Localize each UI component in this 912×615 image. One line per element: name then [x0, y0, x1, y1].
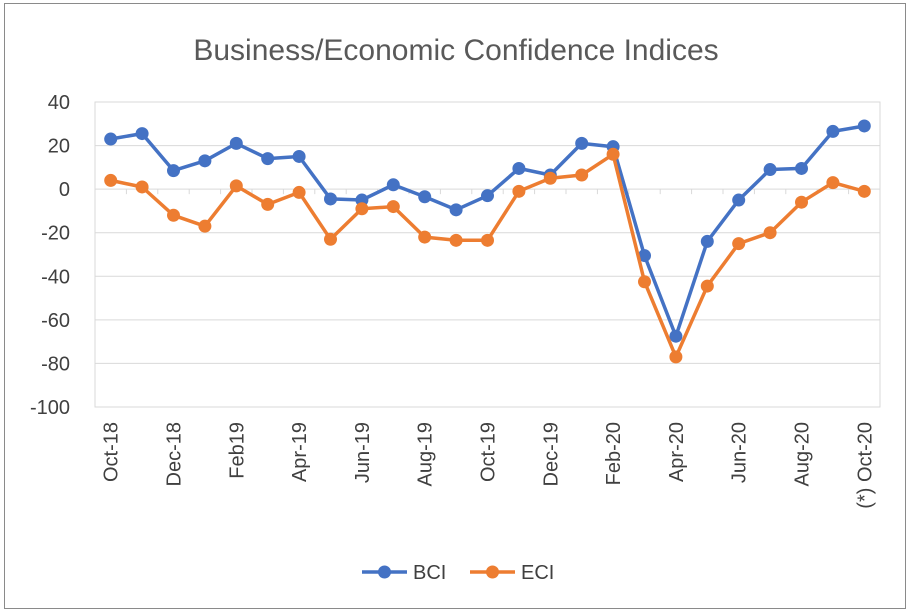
data-point: [543, 171, 557, 185]
data-point: [229, 179, 243, 193]
x-tick-label: Feb19: [226, 422, 248, 479]
data-point: [292, 185, 306, 199]
series-layer: [104, 119, 871, 364]
legend-item-eci: ECI: [470, 562, 554, 584]
x-tick-label: Oct-19: [478, 422, 500, 482]
data-point: [355, 202, 369, 216]
data-point: [261, 197, 275, 211]
data-point: [292, 149, 306, 163]
y-tick-label: -80: [41, 353, 70, 375]
data-point: [481, 189, 494, 203]
x-tick-label: Oct-18: [101, 422, 123, 482]
legend-item-bci: BCI: [362, 562, 446, 584]
data-point: [324, 232, 337, 246]
data-point: [418, 230, 432, 244]
chart-title: Business/Economic Confidence Indices: [193, 34, 718, 67]
data-point: [418, 190, 432, 204]
x-tick-label: Aug-19: [415, 422, 437, 487]
data-point: [732, 193, 746, 207]
data-point: [669, 350, 683, 364]
data-point: [449, 203, 463, 217]
x-axis: Oct-18 Dec-18 Feb19 Apr-19 Jun-19 Aug-19 Oct-1…: [94, 189, 881, 509]
data-point: [732, 237, 746, 251]
data-point: [638, 275, 651, 289]
series-line-eci: [110, 152, 865, 359]
data-point: [104, 173, 118, 187]
data-point: [638, 249, 651, 263]
x-tick-label: Apr-19: [289, 422, 311, 482]
data-point: [135, 127, 149, 141]
data-point: [261, 152, 275, 166]
data-point: [167, 208, 180, 222]
x-tick-label: Dec-18: [164, 422, 186, 486]
series-line-bci: [110, 124, 865, 338]
data-point: [763, 163, 777, 177]
data-point: [795, 161, 808, 175]
series-eci: [104, 147, 871, 364]
legend-label: ECI: [521, 562, 554, 584]
data-point: [669, 329, 683, 343]
y-tick-label: -100: [30, 397, 70, 419]
data-point: [104, 132, 118, 146]
y-axis: 40 20 0 -20 -40 -60 -80 -100: [30, 92, 70, 419]
data-point: [606, 147, 620, 161]
chart-frame: [4, 3, 906, 609]
data-point: [135, 180, 149, 194]
x-tick-label: Apr-20: [666, 422, 688, 482]
data-point: [826, 176, 840, 190]
y-tick-label: 20: [48, 136, 70, 158]
x-tick-label: Jun-19: [352, 422, 374, 483]
legend-swatch-marker: [378, 565, 391, 579]
y-tick-label: 40: [48, 92, 70, 114]
legend-swatch-marker: [486, 565, 499, 579]
gridlines: [94, 101, 881, 408]
plot-area: [94, 101, 881, 408]
data-point: [198, 154, 212, 168]
data-point: [763, 226, 777, 240]
x-tick-label: Aug-20: [792, 422, 814, 487]
data-point: [700, 279, 714, 293]
x-tick-label: Jun-20: [729, 422, 751, 483]
legend: BCI ECI: [362, 562, 554, 584]
data-point: [512, 184, 526, 198]
data-point: [512, 161, 526, 175]
x-tick-label: Dec-19: [540, 422, 562, 486]
data-point: [386, 200, 400, 214]
data-point: [229, 136, 243, 150]
data-point: [386, 178, 400, 192]
data-point: [449, 233, 463, 247]
data-point: [198, 219, 212, 233]
y-tick-label: -20: [41, 223, 70, 245]
y-tick-label: -40: [41, 266, 70, 288]
data-point: [857, 119, 871, 133]
data-point: [857, 184, 871, 198]
y-tick-label: -60: [41, 310, 70, 332]
legend-label: BCI: [413, 562, 446, 584]
x-tick-label: (*) Oct-20: [854, 422, 876, 509]
y-tick-label: 0: [59, 179, 70, 201]
series-bci: [104, 119, 871, 343]
data-point: [575, 136, 589, 150]
data-point: [167, 164, 180, 178]
data-point: [575, 168, 589, 182]
data-point: [324, 192, 337, 206]
data-point: [826, 124, 840, 138]
x-tick-label: Feb-20: [603, 422, 625, 485]
data-point: [700, 234, 714, 248]
data-point: [795, 195, 808, 209]
data-point: [481, 233, 494, 247]
